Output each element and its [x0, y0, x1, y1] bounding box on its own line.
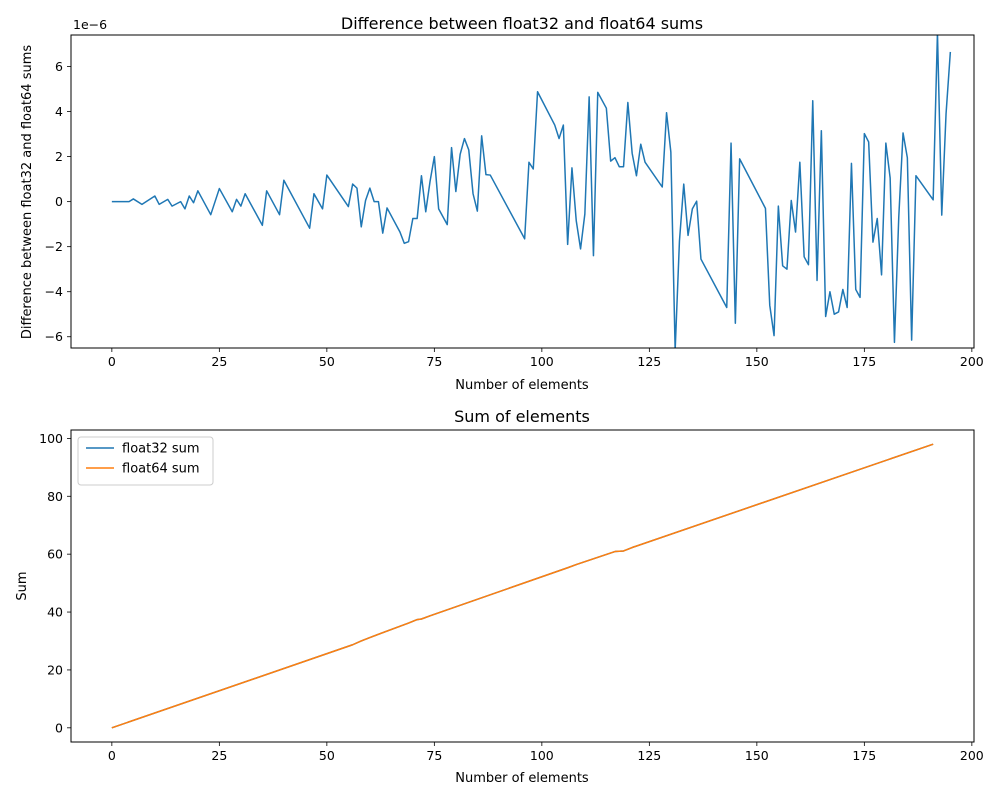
- y-tick-label: −6: [45, 329, 63, 344]
- x-tick-label: 25: [211, 748, 227, 763]
- x-axis-label: Number of elements: [455, 378, 589, 393]
- y-axis-label: Sum: [15, 571, 30, 600]
- x-tick-label: 125: [637, 748, 661, 763]
- y-tick-label: 20: [47, 662, 63, 677]
- y-tick-label: −4: [45, 284, 63, 299]
- y-tick-label: 100: [39, 431, 63, 446]
- x-tick-label: 200: [960, 748, 984, 763]
- x-tick-label: 75: [426, 748, 442, 763]
- y-axis-label: Difference between float32 and float64 s…: [20, 45, 35, 340]
- x-axis-label: Number of elements: [455, 771, 589, 786]
- chart-title: Sum of elements: [454, 407, 590, 426]
- x-tick-label: 100: [530, 354, 554, 369]
- x-tick-label: 150: [745, 748, 769, 763]
- x-tick-label: 75: [426, 354, 442, 369]
- series-line-difference: [111, 35, 952, 348]
- y-tick-label: 2: [55, 149, 63, 164]
- y-tick-label: −2: [45, 239, 63, 254]
- y-tick-label: 40: [47, 605, 63, 620]
- legend-label-float32: float32 sum: [122, 442, 200, 457]
- y-tick-label: 4: [55, 104, 63, 119]
- legend: float32 sum float64 sum: [77, 436, 214, 486]
- legend-label-float64: float64 sum: [122, 462, 200, 477]
- sum-chart: Sum of elements 0 25 50 75 100 125 150 175 200 0 2…: [15, 407, 984, 786]
- x-tick-label: 25: [211, 354, 227, 369]
- plot-frame: [70, 429, 975, 743]
- x-tick-label: 200: [960, 354, 984, 369]
- y-tick-label: 0: [55, 720, 63, 735]
- legend-box: [77, 436, 214, 486]
- y-tick-label: 0: [55, 194, 63, 209]
- x-tick-label: 150: [745, 354, 769, 369]
- y-tick-label: 6: [55, 59, 63, 74]
- plot-frame: [70, 34, 975, 349]
- x-tick-label: 0: [108, 748, 116, 763]
- series-line-float64-sum: [111, 443, 934, 729]
- x-tick-label: 50: [319, 354, 335, 369]
- y-tick-label: 80: [47, 489, 63, 504]
- x-tick-label: 100: [530, 748, 554, 763]
- offset-text: 1e−6: [73, 17, 107, 32]
- x-tick-label: 125: [637, 354, 661, 369]
- y-tick-label: 60: [47, 547, 63, 562]
- x-tick-label: 175: [852, 354, 876, 369]
- x-tick-label: 175: [852, 748, 876, 763]
- chart-title: Difference between float32 and float64 s…: [341, 14, 703, 33]
- x-tick-label: 50: [319, 748, 335, 763]
- difference-chart: Difference between float32 and float64 s…: [20, 14, 984, 393]
- x-tick-label: 0: [108, 354, 116, 369]
